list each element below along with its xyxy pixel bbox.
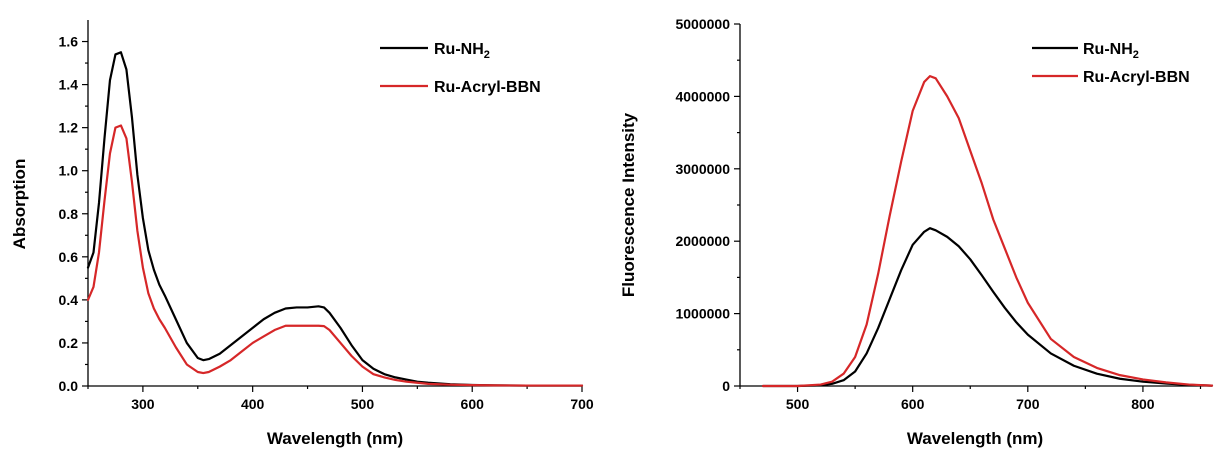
absorption-x-tick-label-400: 400 <box>241 396 265 412</box>
absorption-ticks: 300 400 500 600 700 0.0 0.2 0.4 0.6 0.8 1.0 1.2 1.4 1… <box>59 34 594 412</box>
fluorescence-legend-label-ru-acryl-bbn: Ru-Acryl-BBN <box>1083 69 1190 86</box>
fluorescence-series <box>761 75 1214 388</box>
fluorescence-legend: Ru-NH2 Ru-Acryl-BBN <box>1032 41 1190 86</box>
absorption-y-tick-label: 0.8 <box>59 206 79 222</box>
absorption-y-tick-label: 0.2 <box>59 335 79 351</box>
absorption-series-line-ru-acryl-bbn <box>86 124 584 387</box>
absorption-series-line-ru-nh2 <box>86 51 584 387</box>
absorption-legend-label-ru-acryl-bbn: Ru-Acryl-BBN <box>434 79 541 96</box>
absorption-chart: 300 400 500 600 700 0.0 0.2 0.4 0.6 0.8 1.0 1.2 1.4 1… <box>10 20 594 448</box>
absorption-x-tick-label-700: 700 <box>570 396 594 412</box>
fluorescence-y-tick-label: 3000000 <box>675 161 730 177</box>
absorption-y-tick-label: 1.0 <box>59 163 79 179</box>
absorption-x-tick-label-300: 300 <box>131 396 155 412</box>
fluorescence-y-tick-label: 1000000 <box>675 306 730 322</box>
absorption-legend-label-ru-nh2-sub: 2 <box>484 49 490 61</box>
absorption-y-tick-label: 0.0 <box>59 378 79 394</box>
fluorescence-x-tick-label-600: 600 <box>901 396 925 412</box>
absorption-x-tick-label-600: 600 <box>461 396 485 412</box>
absorption-y-tick-label: 1.4 <box>59 77 79 93</box>
absorption-x-tick-label-500: 500 <box>351 396 375 412</box>
fluorescence-chart: 500 600 700 800 0 1000000 2000000 3000000 400000… <box>619 16 1214 448</box>
fluorescence-legend-label-ru-nh2-main: Ru-NH <box>1083 41 1133 58</box>
fluorescence-y-tick-label: 5000000 <box>675 16 730 32</box>
fluorescence-x-tick-label-500: 500 <box>786 396 810 412</box>
absorption-y-tick-label: 1.2 <box>59 120 79 136</box>
fluorescence-legend-label-ru-nh2-sub: 2 <box>1133 49 1139 61</box>
absorption-x-axis-title: Wavelength (nm) <box>267 429 403 448</box>
fluorescence-y-tick-label: 2000000 <box>675 233 730 249</box>
fluorescence-y-axis-title: Fluorescence Intensity <box>619 112 638 297</box>
absorption-legend-label-ru-nh2-main: Ru-NH <box>434 41 484 58</box>
absorption-y-tick-label: 0.6 <box>59 249 79 265</box>
absorption-y-tick-label: 0.4 <box>59 292 79 308</box>
fluorescence-y-tick-label: 0 <box>722 378 730 394</box>
fluorescence-legend-label-ru-nh2: Ru-NH2 <box>1083 41 1139 61</box>
fluorescence-series-line-ru-acryl-bbn <box>761 75 1214 388</box>
fluorescence-series-line-ru-nh2 <box>761 227 1214 388</box>
fluorescence-x-tick-label-800: 800 <box>1131 396 1155 412</box>
fluorescence-x-axis-title: Wavelength (nm) <box>907 429 1043 448</box>
fluorescence-x-tick-label-700: 700 <box>1016 396 1040 412</box>
fluorescence-ticks: 500 600 700 800 0 1000000 2000000 3000000 400000… <box>675 16 1202 412</box>
fluorescence-y-tick-label: 4000000 <box>675 88 730 104</box>
absorption-legend-label-ru-nh2: Ru-NH2 <box>434 41 490 61</box>
absorption-legend: Ru-NH2 Ru-Acryl-BBN <box>380 41 541 96</box>
absorption-series <box>86 51 584 387</box>
absorption-y-tick-label: 1.6 <box>59 34 79 50</box>
absorption-y-axis-title: Absorption <box>10 159 29 250</box>
